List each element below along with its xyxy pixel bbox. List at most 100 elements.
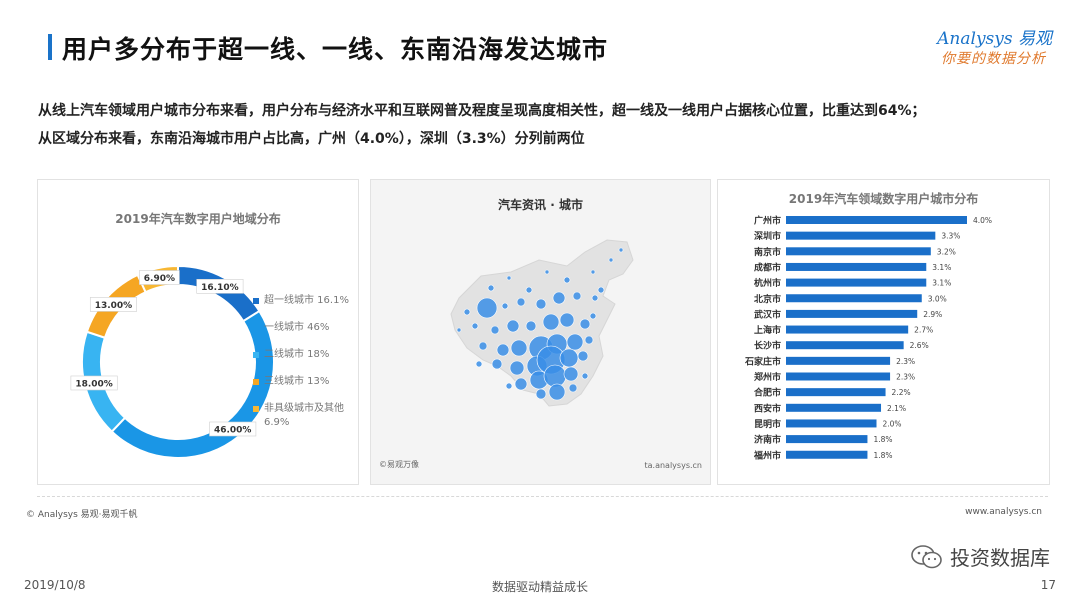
city-bar bbox=[786, 247, 931, 256]
map-bubble bbox=[471, 322, 479, 330]
map-bubble bbox=[559, 348, 579, 368]
city-bar bbox=[786, 450, 868, 459]
map-credit-right: ta.analysys.cn bbox=[644, 461, 703, 470]
bar-category-label: 福州市 bbox=[753, 449, 781, 461]
legend-swatch bbox=[253, 352, 259, 358]
legend-item: 超一线城市 16.1% bbox=[253, 294, 362, 308]
bar-chart-title: 2019年汽车领域数字用户城市分布 bbox=[788, 192, 979, 206]
legend-label: 二线城市 18% bbox=[264, 349, 330, 360]
donut-chart: 16.10% 46.00% 18.00% 13.00% 6.90% bbox=[70, 264, 275, 459]
footer-slogan: 数据驱动精益成长 bbox=[491, 580, 588, 594]
bar-value-label: 3.1% bbox=[932, 263, 951, 272]
map-bubble bbox=[463, 308, 471, 316]
page-title: 用户多分布于超一线、一线、东南沿海发达城市 bbox=[62, 35, 609, 64]
map-panel: 汽车资讯 · 城市 ©易观万像 ta.analysys.cn bbox=[370, 179, 711, 485]
bar-category-label: 济南市 bbox=[754, 434, 781, 446]
city-bar bbox=[786, 356, 891, 365]
city-bar bbox=[786, 403, 882, 412]
bar-value-label: 2.1% bbox=[887, 404, 906, 413]
legend-item: 二线城市 18% bbox=[253, 348, 362, 362]
donut-slice-label: 6.90% bbox=[144, 274, 175, 284]
summary-line-2: 从区域分布来看，东南沿海城市用户占比高，广州（4.0%），深圳（3.3%）分列前… bbox=[38, 131, 585, 147]
bar-category-label: 石家庄市 bbox=[744, 355, 781, 367]
map-bubble bbox=[478, 341, 488, 351]
legend-swatch bbox=[253, 406, 259, 412]
summary-line-1: 从线上汽车领域用户城市分布来看，用户分布与经济水平和互联网普及程度呈现高度相关性… bbox=[38, 103, 926, 119]
city-bar bbox=[786, 388, 886, 397]
bar-category-label: 深圳市 bbox=[754, 230, 781, 242]
city-bar bbox=[786, 325, 909, 334]
map-bubble bbox=[501, 302, 509, 310]
legend-item: 三线城市 13% bbox=[253, 375, 362, 389]
map-bubble bbox=[608, 257, 614, 263]
bar-category-label: 南京市 bbox=[754, 246, 781, 258]
bar-value-label: 3.3% bbox=[941, 232, 960, 241]
map-bubble bbox=[487, 284, 495, 292]
city-bar bbox=[786, 262, 927, 271]
bar-category-label: 合肥市 bbox=[754, 387, 781, 399]
donut-label-box bbox=[139, 270, 180, 285]
donut-label-box bbox=[89, 297, 137, 312]
map-bubble bbox=[563, 366, 579, 382]
donut-panel: 2019年汽车数字用户地域分布 16.10% 46.00% 18.00% 13.00%… bbox=[37, 179, 359, 485]
map-bubble bbox=[544, 269, 550, 275]
bar-category-label: 昆明市 bbox=[754, 418, 781, 430]
donut-slice-label: 16.10% bbox=[201, 283, 239, 293]
summary-text: 从线上汽车领域用户城市分布来看，用户分布与经济水平和互联网普及程度呈现高度相关性… bbox=[38, 97, 1048, 153]
map-bubble bbox=[535, 388, 547, 400]
map-bubble bbox=[510, 339, 528, 357]
bar-value-label: 2.2% bbox=[892, 388, 911, 397]
bar-category-label: 长沙市 bbox=[754, 340, 781, 352]
bar-category-label: 武汉市 bbox=[754, 308, 781, 320]
map-bubble bbox=[577, 350, 589, 362]
map-bubble bbox=[491, 358, 503, 370]
china-bubble-map bbox=[450, 239, 634, 407]
bar-value-label: 3.2% bbox=[937, 247, 956, 256]
map-bubble bbox=[543, 364, 567, 388]
map-bubble bbox=[525, 320, 537, 332]
title-accent-bar bbox=[48, 34, 52, 60]
map-bubble bbox=[559, 312, 575, 328]
wechat-account: 投资数据库 bbox=[910, 542, 1050, 571]
map-bubble bbox=[566, 333, 584, 351]
donut-label-box bbox=[70, 375, 118, 391]
city-bar bbox=[786, 419, 877, 428]
map-bubble bbox=[581, 372, 589, 380]
map-credit-left: ©易观万像 bbox=[379, 460, 419, 469]
bar-value-label: 2.3% bbox=[896, 357, 915, 366]
map-bubble bbox=[584, 335, 594, 345]
report-date: 2019/10/8 bbox=[24, 578, 86, 592]
bar-category-label: 杭州市 bbox=[754, 277, 781, 289]
bar-value-label: 1.8% bbox=[873, 435, 892, 444]
map-bubble bbox=[548, 383, 566, 401]
legend-item: 一线城市 46% bbox=[253, 321, 362, 335]
map-bubble bbox=[496, 343, 510, 357]
map-bubble bbox=[597, 286, 605, 294]
map-bubble bbox=[476, 297, 498, 319]
legend-label: 超一线城市 16.1% bbox=[264, 295, 349, 306]
source-note: © Analysys 易观·易观千帆 bbox=[26, 510, 138, 520]
bar-value-label: 4.0% bbox=[973, 216, 992, 225]
city-bar bbox=[786, 216, 967, 224]
map-bubble bbox=[506, 319, 520, 333]
map-bubble bbox=[514, 377, 528, 391]
bar-category-label: 上海市 bbox=[754, 324, 781, 336]
map-bubble bbox=[579, 318, 591, 330]
wechat-icon bbox=[911, 544, 942, 568]
legend-swatch bbox=[253, 325, 259, 331]
map-bubble bbox=[509, 360, 525, 376]
bar-value-label: 2.3% bbox=[896, 373, 915, 382]
map-bubble bbox=[490, 325, 500, 335]
legend-label: 三线城市 13% bbox=[264, 376, 330, 387]
legend-item: 非具级城市及其他 6.9% bbox=[253, 402, 362, 430]
bar-value-label: 3.1% bbox=[932, 279, 951, 288]
bar-value-label: 2.0% bbox=[883, 419, 902, 428]
donut-label-box bbox=[209, 421, 257, 437]
map-bubble bbox=[552, 291, 566, 305]
footer-divider bbox=[37, 496, 1048, 497]
bar-value-label: 2.7% bbox=[914, 326, 933, 335]
site-link[interactable]: www.analysys.cn bbox=[965, 507, 1042, 517]
bar-category-label: 郑州市 bbox=[754, 371, 781, 383]
city-bar-panel: 2019年汽车领域数字用户城市分布 广州市 4.0% 深圳市 3.3% 南京市 3.2% 成… bbox=[717, 179, 1050, 485]
page-number: 17 bbox=[1040, 578, 1056, 592]
